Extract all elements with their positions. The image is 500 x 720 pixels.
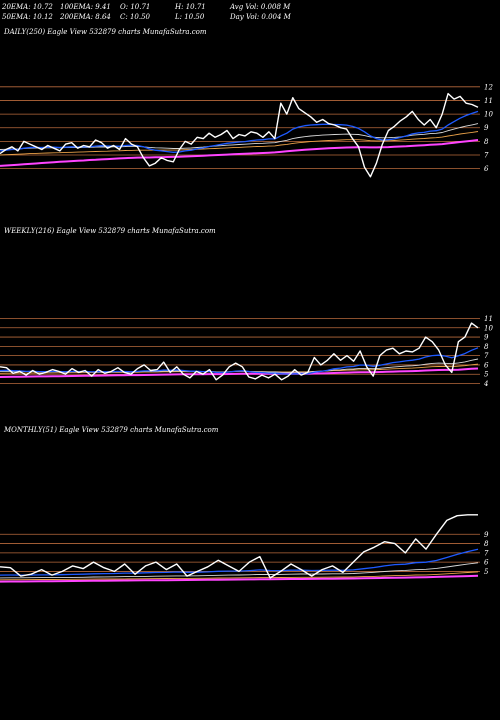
header-low: L: 10.50 bbox=[175, 13, 205, 21]
daily-ema100-line bbox=[0, 131, 479, 156]
header-close: C: 10.50 bbox=[120, 13, 150, 21]
monthly-ytick-5: 5 bbox=[484, 568, 489, 576]
weekly-ytick-10: 10 bbox=[484, 324, 493, 332]
daily-ytick-10: 10 bbox=[484, 111, 493, 119]
weekly-ytick-4: 4 bbox=[483, 380, 488, 388]
header-avg-vol: Avg Vol: 0.008 M bbox=[230, 3, 291, 11]
header-20ema: 20EMA: 10.72 bbox=[2, 3, 53, 11]
monthly-ytick-9: 9 bbox=[484, 531, 489, 539]
daily-ytick-12: 12 bbox=[484, 83, 493, 91]
monthly-ema100-line bbox=[0, 571, 479, 581]
monthly-ytick-7: 7 bbox=[484, 549, 489, 557]
header-open: O: 10.71 bbox=[120, 3, 151, 11]
weekly-ytick-7: 7 bbox=[484, 352, 489, 360]
weekly-ytick-6: 6 bbox=[484, 361, 489, 369]
monthly-ema50-line bbox=[0, 562, 479, 579]
daily-ytick-11: 11 bbox=[484, 97, 493, 105]
daily-price-line bbox=[0, 92, 479, 178]
header-200ema: 200EMA: 8.64 bbox=[60, 13, 111, 21]
daily-panel-title: DAILY(250) Eagle View 532879 charts Muna… bbox=[4, 28, 207, 36]
weekly-price-line bbox=[0, 322, 479, 381]
daily-ytick-7: 7 bbox=[484, 152, 489, 160]
monthly-panel-title: MONTHLY(51) Eagle View 532879 charts Mun… bbox=[4, 426, 219, 434]
weekly-panel-title: WEEKLY(216) Eagle View 532879 charts Mun… bbox=[4, 227, 216, 235]
monthly-price-line bbox=[0, 514, 478, 579]
monthly-ytick-8: 8 bbox=[484, 540, 489, 548]
monthly-ytick-6: 6 bbox=[484, 559, 489, 567]
daily-ytick-6: 6 bbox=[484, 165, 489, 173]
monthly-ema200-line bbox=[0, 574, 479, 583]
weekly-ytick-8: 8 bbox=[484, 343, 489, 351]
daily-ema200-line bbox=[0, 139, 479, 167]
weekly-ytick-5: 5 bbox=[484, 371, 489, 379]
header-50ema: 50EMA: 10.12 bbox=[2, 13, 53, 21]
daily-ytick-9: 9 bbox=[484, 124, 489, 132]
weekly-ytick-9: 9 bbox=[484, 334, 489, 342]
header-day-vol: Day Vol: 0.004 M bbox=[230, 13, 291, 21]
weekly-ytick-11: 11 bbox=[484, 315, 493, 323]
header-100ema: 100EMA: 9.41 bbox=[60, 3, 111, 11]
header-high: H: 10.71 bbox=[175, 3, 206, 11]
weekly-ema200-line bbox=[0, 367, 479, 378]
daily-ytick-8: 8 bbox=[484, 138, 489, 146]
